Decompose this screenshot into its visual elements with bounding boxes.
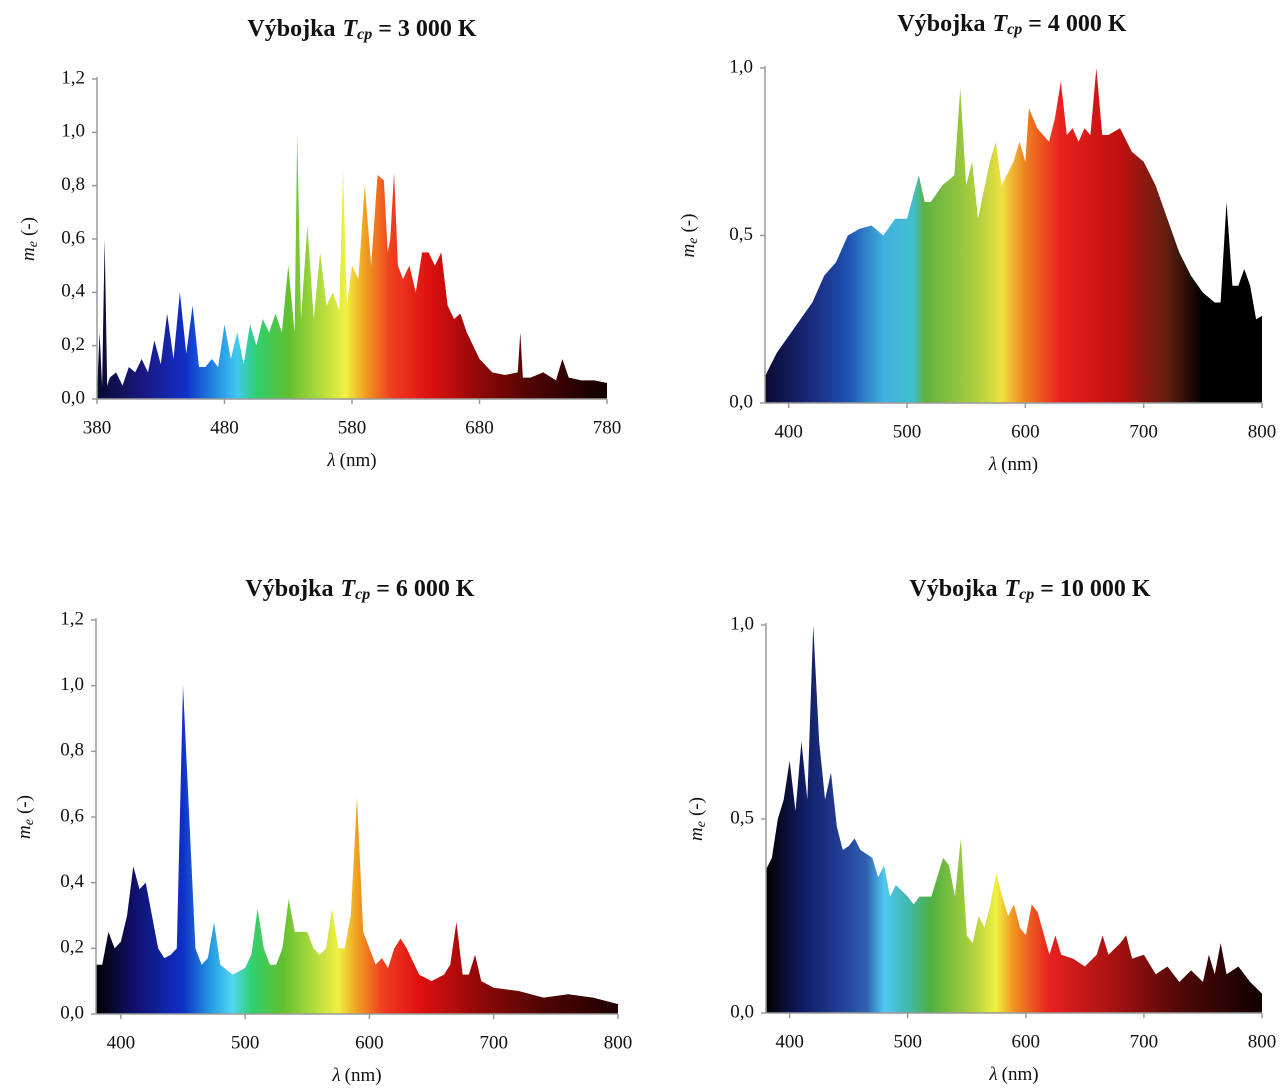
y-tick-label: 0,5 bbox=[730, 807, 754, 828]
chart-title: Výbojka Tcp = 6 000 K bbox=[245, 576, 474, 603]
y-tick-label: 0,8 bbox=[61, 174, 85, 195]
y-tick-label: 1,0 bbox=[729, 56, 753, 77]
chart-title: Výbojka Tcp = 10 000 K bbox=[909, 576, 1150, 603]
title-subscript: cp bbox=[355, 586, 370, 603]
y-label-unit: (-) bbox=[678, 214, 699, 233]
x-label-symbol: λ bbox=[331, 1065, 340, 1086]
x-tick-label: 500 bbox=[231, 1032, 260, 1053]
y-axis-label: me (-) bbox=[686, 797, 709, 841]
x-tick-label: 680 bbox=[465, 417, 494, 438]
spectrum-area bbox=[97, 132, 607, 400]
title-symbol: T bbox=[992, 11, 1008, 37]
y-tick-label: 0,0 bbox=[729, 391, 753, 412]
title-text: Výbojka bbox=[909, 576, 997, 602]
x-label-unit: (nm) bbox=[345, 1065, 382, 1086]
x-label-symbol: λ bbox=[988, 1064, 997, 1085]
x-tick-label: 400 bbox=[775, 1031, 804, 1052]
x-tick-label: 780 bbox=[593, 417, 622, 438]
title-text: Výbojka bbox=[245, 576, 333, 602]
x-tick-label: 600 bbox=[1011, 421, 1040, 442]
spectrum-area bbox=[765, 68, 1262, 403]
title-value: = 4 000 K bbox=[1028, 11, 1127, 37]
x-axis-label: λ (nm) bbox=[326, 450, 376, 471]
x-axis-label: λ (nm) bbox=[331, 1065, 381, 1086]
y-label-symbol: m bbox=[18, 247, 39, 261]
x-tick-label: 400 bbox=[107, 1032, 136, 1053]
y-tick-label: 0,2 bbox=[60, 937, 84, 958]
x-axis-label: λ (nm) bbox=[988, 1064, 1038, 1085]
y-tick-label: 0,0 bbox=[60, 1002, 84, 1023]
y-tick-label: 1,2 bbox=[60, 608, 84, 629]
y-tick-label: 1,0 bbox=[60, 674, 84, 695]
x-tick-label: 500 bbox=[893, 1031, 922, 1052]
x-label-unit: (nm) bbox=[1001, 454, 1038, 475]
x-tick-label: 380 bbox=[83, 417, 112, 438]
y-label-subscript: e bbox=[686, 238, 701, 244]
y-label-subscript: e bbox=[694, 821, 709, 827]
title-text: Výbojka bbox=[897, 11, 985, 37]
x-label-symbol: λ bbox=[988, 454, 997, 475]
title-symbol: T bbox=[1004, 576, 1020, 602]
y-tick-label: 0,0 bbox=[730, 1001, 754, 1022]
x-tick-label: 700 bbox=[1129, 421, 1158, 442]
y-tick-label: 0,6 bbox=[60, 805, 84, 826]
y-tick-label: 1,0 bbox=[61, 121, 85, 142]
spectrum-area bbox=[96, 685, 618, 1014]
chart-title: Výbojka Tcp = 4 000 K bbox=[897, 11, 1126, 38]
x-label-unit: (nm) bbox=[340, 450, 377, 471]
title-value: = 10 000 K bbox=[1040, 576, 1151, 602]
x-tick-label: 400 bbox=[774, 421, 803, 442]
x-tick-label: 580 bbox=[338, 417, 367, 438]
y-label-subscript: e bbox=[22, 819, 37, 825]
title-symbol: T bbox=[342, 16, 358, 42]
title-subscript: cp bbox=[1007, 21, 1022, 38]
x-tick-label: 500 bbox=[893, 421, 922, 442]
y-tick-label: 0,0 bbox=[61, 387, 85, 408]
y-tick-label: 0,4 bbox=[61, 281, 85, 302]
y-tick-label: 0,8 bbox=[60, 740, 84, 761]
x-tick-label: 800 bbox=[1248, 1031, 1277, 1052]
x-axis-label: λ (nm) bbox=[988, 454, 1038, 475]
y-label-subscript: e bbox=[26, 241, 41, 247]
y-tick-label: 1,2 bbox=[61, 67, 85, 88]
y-tick-label: 0,2 bbox=[61, 334, 85, 355]
chart-title: Výbojka Tcp = 3 000 K bbox=[247, 16, 476, 43]
x-tick-label: 600 bbox=[1012, 1031, 1041, 1052]
y-tick-label: 1,0 bbox=[730, 613, 754, 634]
y-axis-label: me (-) bbox=[18, 217, 41, 261]
x-label-symbol: λ bbox=[326, 450, 335, 471]
y-tick-label: 0,5 bbox=[729, 224, 753, 245]
spectrum-area bbox=[766, 625, 1262, 1013]
y-label-symbol: m bbox=[678, 244, 699, 258]
title-subscript: cp bbox=[1019, 586, 1034, 603]
x-tick-label: 800 bbox=[604, 1032, 633, 1053]
title-subscript: cp bbox=[357, 26, 372, 43]
y-label-unit: (-) bbox=[18, 217, 39, 236]
y-tick-label: 0,6 bbox=[61, 227, 85, 248]
x-label-unit: (nm) bbox=[1002, 1064, 1039, 1085]
x-tick-label: 800 bbox=[1248, 421, 1277, 442]
y-label-unit: (-) bbox=[686, 797, 707, 816]
x-tick-label: 600 bbox=[355, 1032, 384, 1053]
y-axis-label: me (-) bbox=[14, 795, 37, 839]
y-tick-label: 0,4 bbox=[60, 871, 84, 892]
y-label-symbol: m bbox=[14, 825, 35, 839]
y-label-unit: (-) bbox=[14, 795, 35, 814]
title-text: Výbojka bbox=[247, 16, 335, 42]
y-axis-label: me (-) bbox=[678, 214, 701, 258]
x-tick-label: 700 bbox=[479, 1032, 508, 1053]
title-value: = 6 000 K bbox=[376, 576, 475, 602]
y-label-symbol: m bbox=[686, 827, 707, 841]
title-symbol: T bbox=[340, 576, 356, 602]
x-tick-label: 480 bbox=[210, 417, 239, 438]
x-tick-label: 700 bbox=[1130, 1031, 1159, 1052]
title-value: = 3 000 K bbox=[378, 16, 477, 42]
